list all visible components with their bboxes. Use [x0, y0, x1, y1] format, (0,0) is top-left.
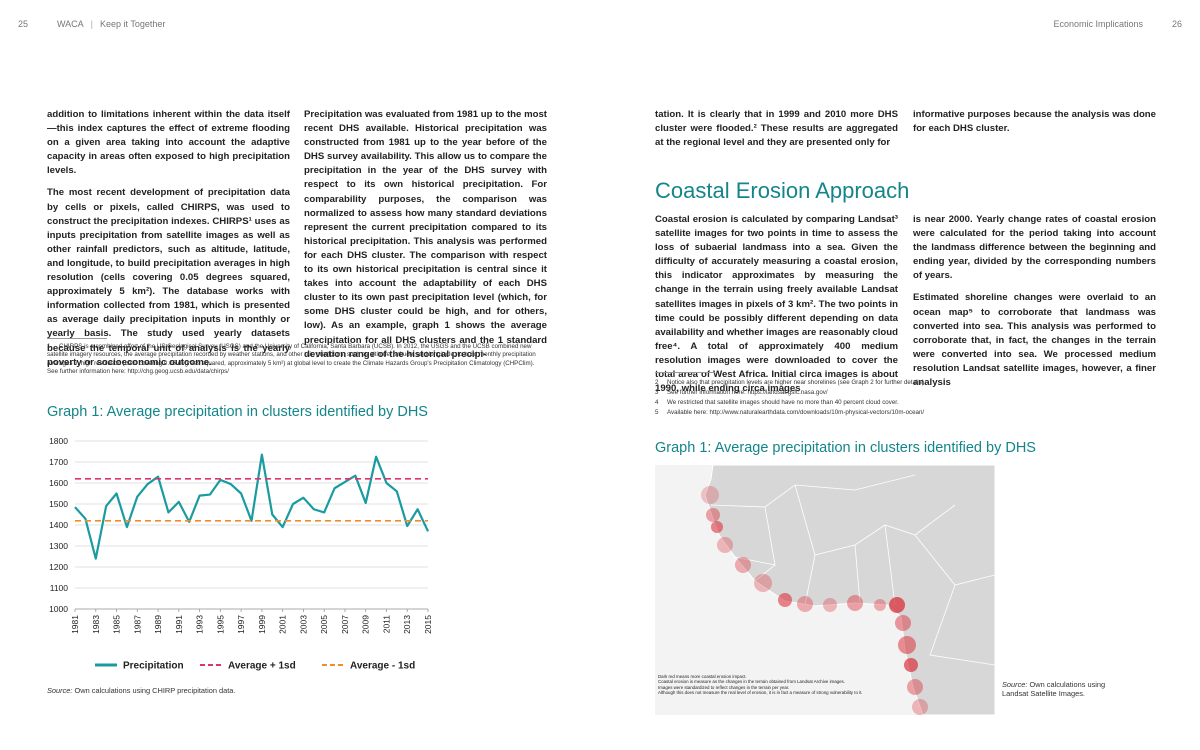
erosion-hotspots: [701, 486, 928, 715]
map-note: Although this does not measure the real …: [658, 690, 863, 696]
x-tick-label: 2001: [278, 615, 288, 634]
x-tick-label: 2011: [381, 615, 391, 634]
footnote-text: See further information here: https://la…: [667, 389, 828, 396]
footnote: 1 CHIRPS is a combined effort of the US G…: [47, 343, 547, 377]
y-tick-label: 1600: [49, 478, 68, 488]
x-tick-label: 2003: [298, 615, 308, 634]
paragraph: is near 2000. Yearly change rates of coa…: [913, 214, 1156, 282]
footnote-rule: [47, 338, 107, 339]
text-column: informative purposes because the analysi…: [913, 108, 1156, 144]
legend-label: Average + 1sd: [228, 661, 296, 672]
source-label: Source:: [1002, 680, 1028, 689]
x-tick-label: 2009: [361, 615, 371, 634]
legend-label: Precipitation: [123, 661, 184, 672]
x-tick-label: 2007: [340, 615, 350, 634]
section: Keep it Together: [100, 19, 166, 29]
x-tick-label: 1999: [257, 615, 267, 634]
series-line: [74, 453, 429, 560]
paragraph: informative purposes because the analysi…: [913, 109, 1156, 135]
x-tick-label: 2013: [402, 615, 412, 634]
y-tick-label: 1400: [49, 520, 68, 530]
y-tick-label: 1200: [49, 562, 68, 572]
footnote-text: Available here: http://www.naturalearthd…: [667, 409, 925, 416]
map-notes: Dark red means more coastal erosion impa…: [658, 674, 863, 696]
x-tick-label: 1989: [153, 615, 163, 634]
x-tick-label: 1997: [236, 615, 246, 634]
source-label: Source:: [47, 686, 73, 695]
paragraph: The most recent development of precipita…: [47, 187, 290, 368]
source-note: Source: Own calculations using Landsat S…: [1002, 680, 1112, 698]
coastal-erosion-map: [655, 465, 995, 715]
source-note: Source: Own calculations using CHIRP pre…: [47, 686, 235, 695]
map-note: Images were standardized to reflect chan…: [658, 684, 790, 690]
paragraph: Estimated shoreline changes were overlai…: [913, 292, 1156, 389]
footnote-number: 4: [655, 399, 659, 406]
running-head: WACA | Keep it Together: [57, 19, 166, 29]
page-number: 25: [18, 19, 29, 29]
x-tick-label: 1985: [112, 615, 122, 634]
footnote: 4 We restricted that satellite images sho…: [655, 398, 1155, 408]
y-tick-label: 1000: [49, 604, 68, 614]
graph-title: Graph 1: Average precipitation in cluste…: [47, 404, 428, 420]
running-head-right: Economic Implications: [1053, 19, 1143, 29]
footnote: 2 Notice also that precipitation levels a…: [655, 378, 1155, 388]
y-tick-label: 1100: [50, 583, 69, 593]
y-tick-label: 1500: [49, 499, 68, 509]
graph-title: Graph 1: Average precipitation in cluste…: [655, 440, 1036, 456]
x-tick-label: 1991: [174, 615, 184, 634]
footnote-number: 3: [655, 389, 659, 396]
text-column: is near 2000. Yearly change rates of coa…: [913, 213, 1156, 398]
paragraph: Coastal erosion is calculated by compari…: [655, 214, 898, 395]
x-tick-label: 1981: [70, 615, 80, 634]
footnote-number: 1: [47, 343, 51, 350]
paragraph: addition to limitations inherent within …: [47, 109, 290, 177]
borders: [710, 474, 995, 666]
footnote: 3 See further information here: https://l…: [655, 388, 1155, 398]
y-tick-label: 1800: [49, 436, 68, 446]
footnote-text: Notice also that precipitation levels ar…: [667, 379, 926, 386]
footnote-text: CHIRPS is a combined effort of the US Ge…: [47, 343, 536, 376]
footnote-number: 5: [655, 409, 659, 416]
x-tick-label: 1987: [132, 615, 142, 634]
footnote-number: 2: [655, 379, 659, 386]
x-tick-label: 2005: [319, 615, 329, 634]
x-tick-label: 1983: [91, 615, 101, 634]
legend-label: Average - 1sd: [350, 661, 415, 672]
publication: WACA: [57, 19, 84, 29]
y-tick-label: 1700: [49, 457, 68, 467]
footnote: 5 Available here: http://www.naturalearth…: [655, 408, 1155, 418]
paragraph: tation. It is clearly that in 1999 and 2…: [655, 109, 898, 149]
source-text: Own calculations using Landsat Satellite…: [1002, 680, 1106, 698]
text-column: tation. It is clearly that in 1999 and 2…: [655, 108, 898, 158]
text-column: Precipitation was evaluated from 1981 up…: [304, 108, 547, 370]
footnotes: 2 Notice also that precipitation levels a…: [655, 378, 1155, 418]
page-number: 26: [1171, 19, 1182, 29]
text-column: Coastal erosion is calculated by compari…: [655, 213, 898, 404]
x-tick-label: 1995: [215, 615, 225, 634]
map-note: Coastal erosion is measure as the change…: [658, 679, 845, 685]
source-text: Own calculations using CHIRP precipitati…: [72, 686, 236, 695]
footnote-text: We restricted that satellite images shou…: [667, 399, 899, 406]
footnote-rule: [655, 372, 715, 373]
line-chart: 1000 1100 1200 1300 1400 1500 1600 1700 1800 1981…: [49, 436, 433, 672]
y-tick-label: 1300: [49, 541, 68, 551]
x-tick-label: 2015: [423, 615, 433, 634]
land: [704, 465, 995, 715]
map-note: Dark red means more coastal erosion impa…: [658, 674, 747, 679]
x-tick-label: 1993: [195, 615, 205, 634]
paragraph: Precipitation was evaluated from 1981 up…: [304, 109, 547, 360]
section-heading: Coastal Erosion Approach: [655, 178, 910, 203]
text-column: addition to limitations inherent within …: [47, 108, 290, 378]
